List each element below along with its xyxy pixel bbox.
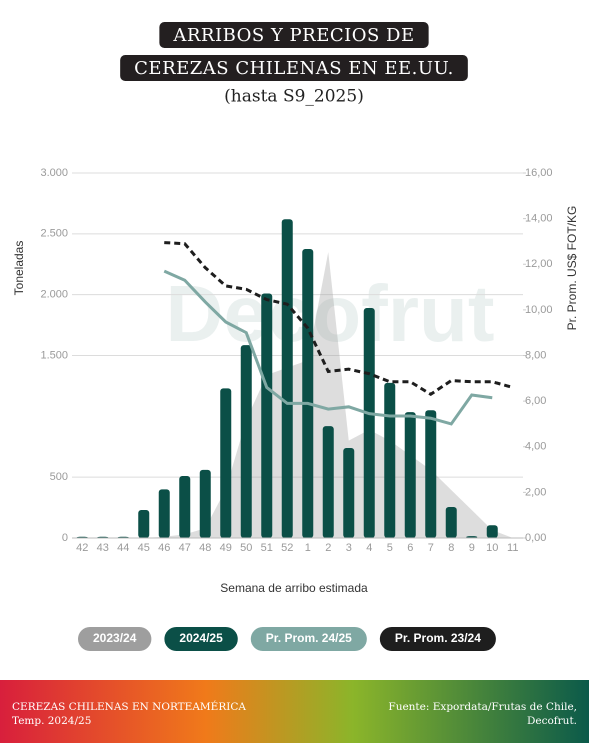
watermark: Decofrut	[166, 269, 495, 358]
x-tick-label: 11	[507, 542, 518, 554]
line	[163, 269, 493, 426]
bar	[363, 308, 375, 538]
x-tick-label: 1	[305, 542, 311, 554]
y2-tick-label: 10,00	[525, 304, 553, 316]
bar	[425, 410, 437, 538]
x-tick-label: 52	[281, 542, 293, 554]
x-tick-label: 5	[387, 542, 393, 554]
bar	[138, 510, 150, 538]
legend-label: Pr. Prom. 23/24	[395, 631, 481, 645]
y-axis-title: Toneladas	[12, 241, 26, 296]
title-pill	[120, 55, 468, 81]
y-tick-label: 500	[50, 471, 68, 483]
y-tick-label: 3.000	[40, 167, 68, 179]
legend-label: 2023/24	[93, 631, 137, 645]
x-tick-label: 8	[448, 542, 454, 554]
x-tick-label: 6	[407, 542, 413, 554]
y2-tick-label: 8,00	[525, 349, 546, 361]
x-tick-label: 2	[325, 542, 331, 554]
y-tick-label: 2.500	[40, 228, 68, 240]
footer-left: Temp. 2024/25	[12, 715, 91, 727]
subtitle: (hasta S9_2025)	[224, 87, 364, 107]
title-pill	[159, 22, 429, 48]
legend-label: Pr. Prom. 24/25	[266, 631, 352, 645]
y2-tick-label: 14,00	[525, 213, 553, 225]
plot: 0 500 1.500 2.000 2.500 3.000 0,00 2,00 4,00 6,00…	[40, 167, 552, 554]
x-tick-label: 7	[428, 542, 434, 554]
x-tick-label: 10	[486, 542, 498, 554]
bar	[445, 506, 457, 538]
chart-title: ARRIBOS Y PRECIOS DE	[172, 25, 414, 46]
legend-swatch	[78, 627, 152, 651]
y2-tick-label: 6,00	[525, 395, 546, 407]
bar	[281, 219, 293, 538]
y-tick-label: 0	[62, 532, 68, 544]
bar	[199, 469, 211, 538]
footer-right: Decofrut.	[527, 715, 577, 727]
x-tick-label: 3	[346, 542, 352, 554]
y2-tick-label: 2,00	[525, 486, 546, 498]
x-tick-label: 44	[117, 542, 129, 554]
x-tick-label: 49	[220, 542, 232, 554]
title-block: ARRIBOS Y PRECIOS DE CEREZAS CHILENAS EN …	[120, 22, 468, 81]
y2-tick-label: 16,00	[525, 167, 553, 179]
bar	[158, 489, 170, 538]
bar	[179, 475, 191, 538]
x-tick-label: 9	[469, 542, 475, 554]
y2-tick-label: 4,00	[525, 441, 546, 453]
x-tick-label: 43	[97, 542, 109, 554]
x-tick-label: 45	[138, 542, 150, 554]
y2-tick-label: 0,00	[525, 532, 546, 544]
legend-swatch	[164, 627, 238, 651]
x-tick-label: 50	[240, 542, 252, 554]
y-tick-label: 2.000	[40, 289, 68, 301]
y-tick-label: 1.500	[40, 349, 68, 361]
chart-title: CEREZAS CHILENAS EN EE.UU.	[134, 58, 454, 79]
y2-axis-title: Pr. Prom. US$ FOT/KG	[565, 206, 579, 331]
footer-left: CEREZAS CHILENAS EN NORTEAMÉRICA	[12, 699, 246, 713]
footer-band	[0, 680, 589, 743]
y2-tick-label: 12,00	[525, 258, 553, 270]
x-tick-label: 47	[179, 542, 191, 554]
legend-swatch	[379, 627, 496, 651]
x-tick-label: 4	[366, 542, 372, 554]
bar	[220, 388, 232, 538]
bar	[384, 382, 396, 538]
legend: 2023/24 2024/25 Pr. Prom. 24/25 Pr. Prom. 2…	[78, 627, 496, 651]
x-tick-label: 42	[76, 542, 88, 554]
x-tick-label: 46	[158, 542, 170, 554]
bar	[486, 525, 498, 538]
footer-right: Fuente: Expordata/Frutas de Chile,	[388, 701, 577, 713]
bar	[240, 345, 252, 538]
legend-swatch	[250, 627, 367, 651]
bar	[302, 249, 314, 538]
bar	[322, 426, 334, 538]
x-tick-label: 51	[261, 542, 273, 554]
bar	[261, 293, 273, 538]
bar	[404, 412, 416, 538]
bar	[343, 447, 355, 538]
x-axis-title: Semana de arribo estimada	[220, 581, 368, 595]
line	[164, 241, 514, 397]
legend-label: 2024/25	[179, 631, 223, 645]
x-tick-label: 48	[199, 542, 211, 554]
